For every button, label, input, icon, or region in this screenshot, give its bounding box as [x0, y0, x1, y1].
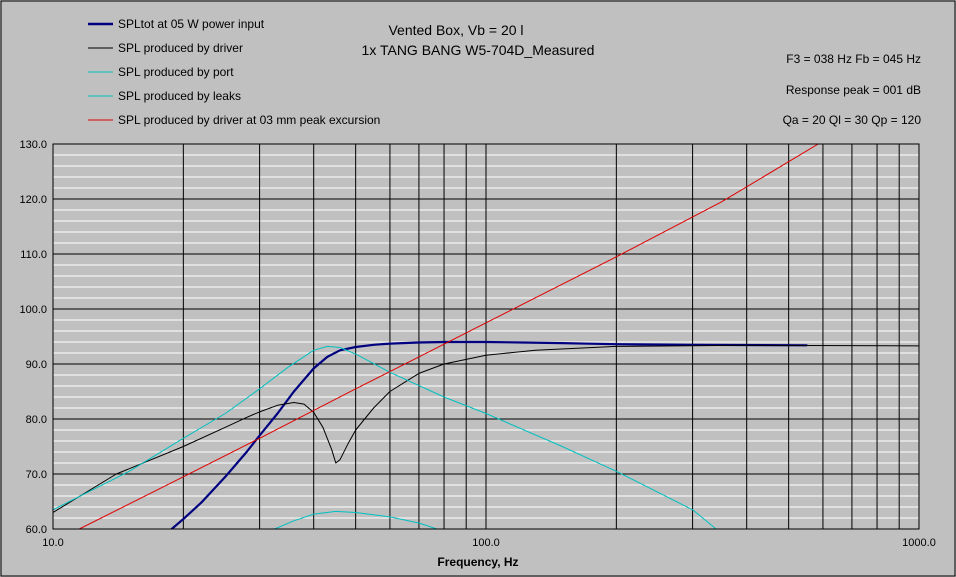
x-axis: 10.0 100.0 1000.0 [42, 537, 936, 549]
series-line-1 [53, 344, 919, 513]
legend-label: SPL produced by driver at 03 mm peak exc… [118, 113, 380, 127]
series-line-2 [53, 345, 717, 529]
y-tick-label: 60.0 [26, 524, 47, 536]
legend-label: SPL produced by driver [118, 41, 243, 55]
y-tick-label: 120.0 [19, 194, 47, 206]
x-tick-label: 100.0 [472, 537, 500, 549]
y-tick-label: 130.0 [19, 139, 47, 151]
series-group [53, 144, 919, 529]
chart-title: Vented Box, Vb = 20 l [388, 22, 523, 38]
y-tick-label: 90.0 [26, 359, 47, 371]
y-axis: 60.0 70.0 80.0 90.0 100.0 110.0 120.0 130.0 [19, 139, 47, 536]
plot-area [52, 143, 920, 530]
series-line-0 [170, 340, 808, 529]
legend-label: SPL produced by port [118, 65, 234, 79]
chart-subtitle: 1x TANG BANG W5-704D_Measured [362, 42, 595, 58]
y-tick-label: 110.0 [20, 249, 47, 261]
info-line-tuning: F3 = 038 Hz Fb = 045 Hz [786, 52, 921, 66]
x-tick-label: 10.0 [42, 537, 63, 549]
y-tick-label: 100.0 [19, 304, 47, 316]
x-tick-label: 1000.0 [902, 537, 936, 549]
grid [53, 144, 919, 529]
series-line-4 [78, 144, 819, 529]
info-line-q: Qa = 20 Ql = 30 Qp = 120 [783, 113, 922, 127]
plot-border [52, 143, 920, 530]
y-tick-label: 70.0 [26, 469, 47, 481]
info-line-peak: Response peak = 001 dB [786, 83, 921, 97]
legend: SPLtot at 05 W power input SPL produced b… [88, 17, 380, 127]
y-tick-label: 80.0 [26, 414, 47, 426]
legend-label: SPLtot at 05 W power input [118, 17, 265, 31]
x-axis-label: Frequency, Hz [437, 555, 518, 569]
series-line-3 [274, 510, 438, 529]
legend-label: SPL produced by leaks [118, 89, 241, 103]
